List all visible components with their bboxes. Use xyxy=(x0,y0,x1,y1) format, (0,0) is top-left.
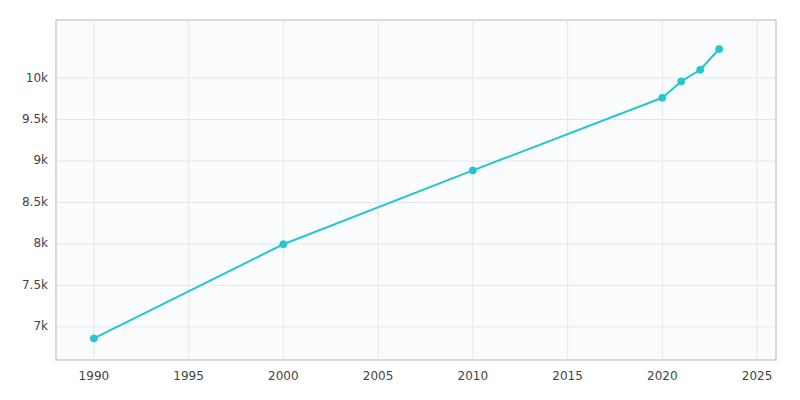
x-grid-line xyxy=(757,20,758,360)
y-grid-line xyxy=(56,326,776,327)
y-grid-line xyxy=(56,119,776,120)
x-grid-line xyxy=(662,20,663,360)
y-tick-label: 8k xyxy=(33,236,48,250)
point xyxy=(469,167,476,174)
y-tick-label: 10k xyxy=(26,71,48,85)
line xyxy=(94,49,719,338)
point xyxy=(716,46,723,53)
y-grid-line xyxy=(56,285,776,286)
axes: 7k 7.5k 8k 8.5k 9k 9.5k 10k 1990 1995 2000 2005 201… xyxy=(22,71,772,383)
chart-svg: 7k 7.5k 8k 8.5k 9k 9.5k 10k 1990 1995 2000 2005 201… xyxy=(0,0,800,400)
x-tick-label: 2010 xyxy=(458,369,489,383)
point xyxy=(90,335,97,342)
x-tick-label: 1995 xyxy=(173,369,204,383)
x-grid-line xyxy=(472,20,473,360)
plot-frame xyxy=(56,20,776,360)
y-tick-label: 9k xyxy=(33,153,48,167)
y-tick-label: 9.5k xyxy=(22,112,48,126)
x-tick-label: 2020 xyxy=(647,369,678,383)
x-grid-line xyxy=(188,20,189,360)
point xyxy=(678,78,685,85)
x-tick-label: 1990 xyxy=(79,369,110,383)
y-grid-line xyxy=(56,202,776,203)
grid xyxy=(56,20,776,360)
y-grid-line xyxy=(56,160,776,161)
y-tick-label: 7.5k xyxy=(22,278,48,292)
x-tick-label: 2025 xyxy=(742,369,773,383)
chart-container: 7k 7.5k 8k 8.5k 9k 9.5k 10k 1990 1995 2000 2005 201… xyxy=(0,0,800,400)
y-grid-line xyxy=(56,243,776,244)
x-tick-label: 2000 xyxy=(268,369,299,383)
point xyxy=(697,66,704,73)
y-grid-line xyxy=(56,78,776,79)
point xyxy=(280,241,287,248)
x-grid-line xyxy=(283,20,284,360)
x-grid-line xyxy=(93,20,94,360)
x-grid-line xyxy=(378,20,379,360)
y-tick-label: 7k xyxy=(33,319,48,333)
series xyxy=(90,46,722,342)
y-tick-label: 8.5k xyxy=(22,195,48,209)
x-tick-label: 2005 xyxy=(363,369,394,383)
point xyxy=(659,94,666,101)
x-tick-label: 2015 xyxy=(552,369,583,383)
x-grid-line xyxy=(567,20,568,360)
